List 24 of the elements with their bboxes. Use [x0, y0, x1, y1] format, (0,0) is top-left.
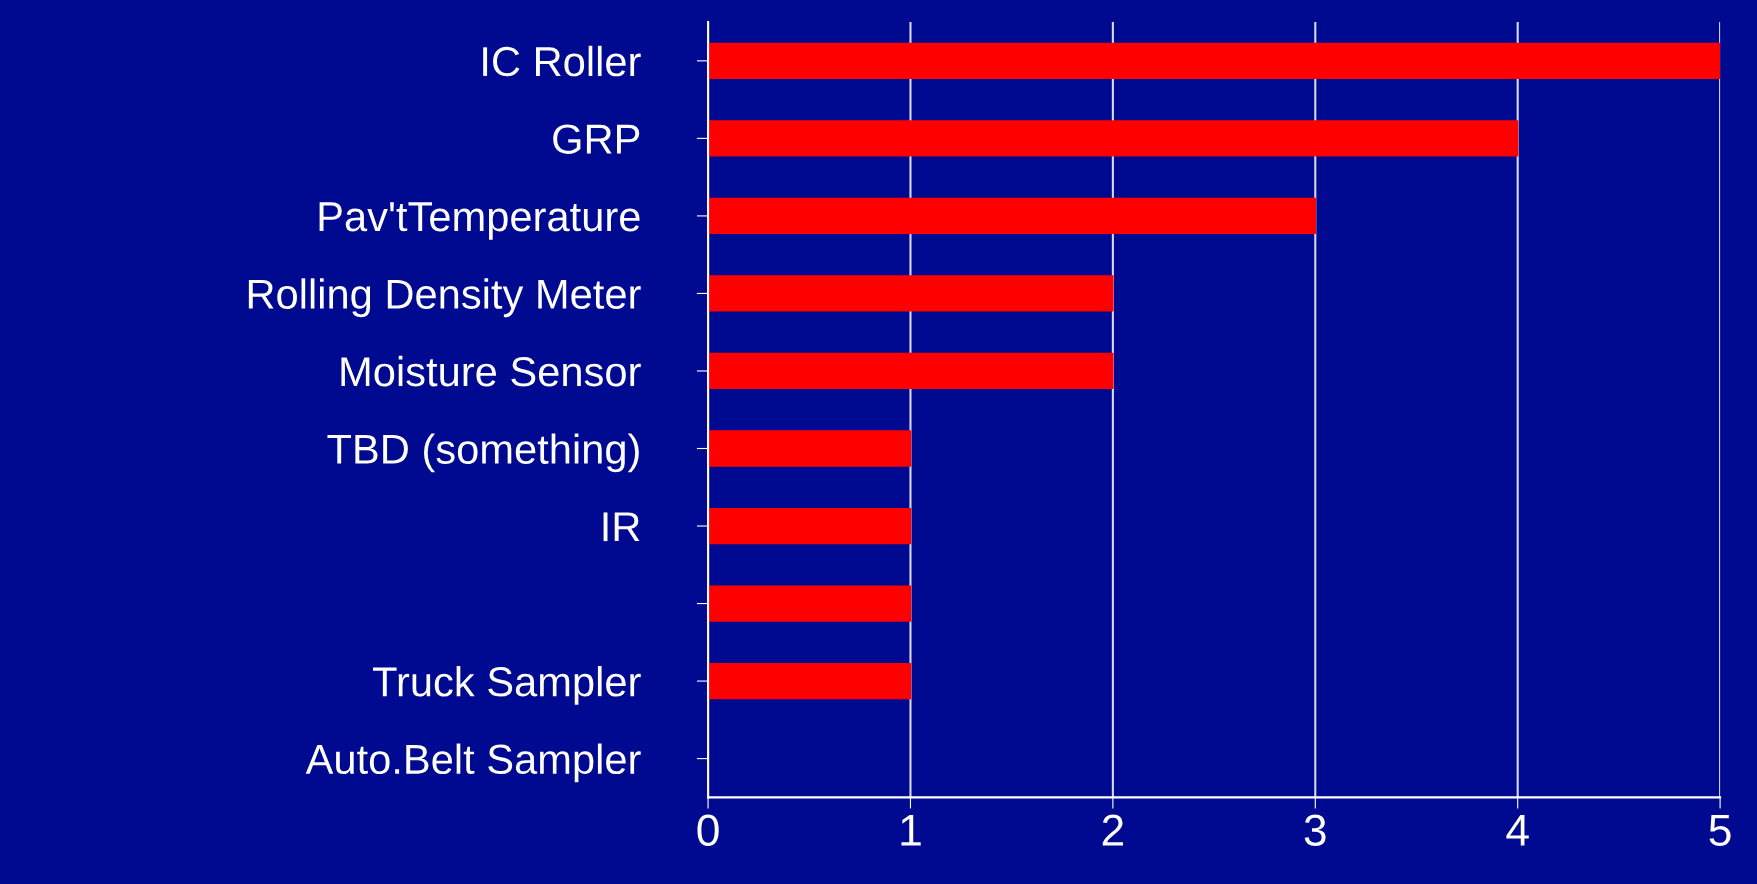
bar	[708, 585, 912, 622]
x-tick-label: 2	[1102, 814, 1124, 846]
bar	[708, 120, 1519, 157]
bar	[708, 275, 1114, 312]
y-tick-label: TBD (something)	[327, 433, 639, 473]
y-tick-label: Truck Sampler	[373, 665, 641, 705]
y-tick-label: IR	[603, 512, 640, 542]
bar	[708, 662, 912, 700]
y-tick-label: IC Roller	[483, 45, 641, 77]
y-tick-label: Moisture Sensor	[341, 355, 641, 387]
bar	[708, 507, 912, 545]
y-tick-label: Pav'tTemperature	[319, 202, 640, 240]
y-tick-label: Rolling Density Meter	[248, 278, 641, 318]
bar	[708, 42, 1721, 80]
bar	[708, 430, 912, 467]
y-tick-label: Auto.Belt Sampler	[305, 743, 641, 783]
x-tick-label: 5	[1709, 814, 1731, 846]
x-tick-label: 0	[697, 814, 719, 846]
x-tick-label: 4	[1506, 814, 1529, 846]
bar	[708, 352, 1114, 390]
bar	[708, 197, 1316, 235]
y-tick-label: GRP	[553, 124, 640, 154]
x-tick-label: 3	[1304, 814, 1326, 846]
x-tick-label: 1	[901, 814, 921, 846]
